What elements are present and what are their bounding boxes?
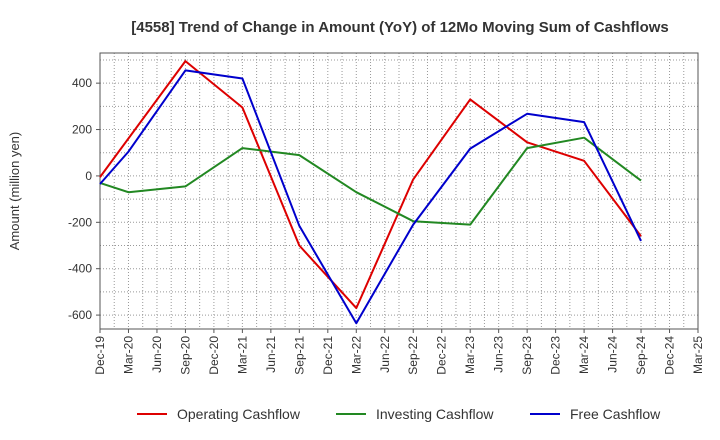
legend-label-operating-cashflow: Operating Cashflow [177,406,301,422]
plot-area [99,52,699,330]
x-axis: Dec-19 Mar-20 Jun-20 Sep-20 Dec-20 Mar-21 Jun-… [93,329,705,375]
x-tick-label: Mar-22 [349,336,363,374]
x-tick-label: Jun-21 [264,336,278,373]
legend-label-free-cashflow: Free Cashflow [570,406,661,422]
x-tick-label: Dec-23 [549,336,563,375]
x-tick-label: Mar-25 [691,336,705,374]
x-tick-label: Jun-24 [606,336,620,373]
y-tick-label: 400 [72,76,92,90]
y-tick-label: -600 [68,308,92,322]
y-axis-label: Amount (million yen) [7,132,22,251]
x-tick-label: Sep-21 [292,336,306,375]
x-tick-label: Dec-22 [435,336,449,375]
operating-cashflow-line [99,60,642,310]
x-tick-label: Jun-20 [150,336,164,373]
x-tick-label: Sep-22 [406,336,420,375]
series [99,60,642,325]
investing-cashflow-line [99,136,642,226]
x-tick-label: Sep-23 [520,336,534,375]
x-tick-label: Jun-22 [378,336,392,373]
legend: Operating Cashflow Investing Cashflow Free… [137,406,661,422]
chart-title: [4558] Trend of Change in Amount (YoY) o… [131,19,669,36]
free-cashflow-line [99,69,642,325]
x-tick-label: Sep-20 [178,336,192,375]
y-tick-label: 200 [72,123,92,137]
y-tick-label: -400 [68,262,92,276]
x-tick-label: Mar-21 [235,336,249,374]
x-tick-label: Mar-24 [577,336,591,374]
x-tick-label: Sep-24 [634,336,648,375]
x-tick-label: Dec-21 [321,336,335,375]
y-tick-label: 0 [85,169,92,183]
x-tick-label: Jun-23 [492,336,506,373]
x-tick-label: Mar-23 [463,336,477,374]
grid [99,53,699,329]
x-tick-label: Mar-20 [121,336,135,374]
x-tick-label: Dec-19 [93,336,107,375]
y-axis: -600 -400 -200 0 200 400 [68,76,100,322]
y-tick-label: -200 [68,215,92,229]
legend-label-investing-cashflow: Investing Cashflow [376,406,494,422]
x-tick-label: Dec-24 [663,336,677,375]
x-tick-label: Dec-20 [207,336,221,375]
